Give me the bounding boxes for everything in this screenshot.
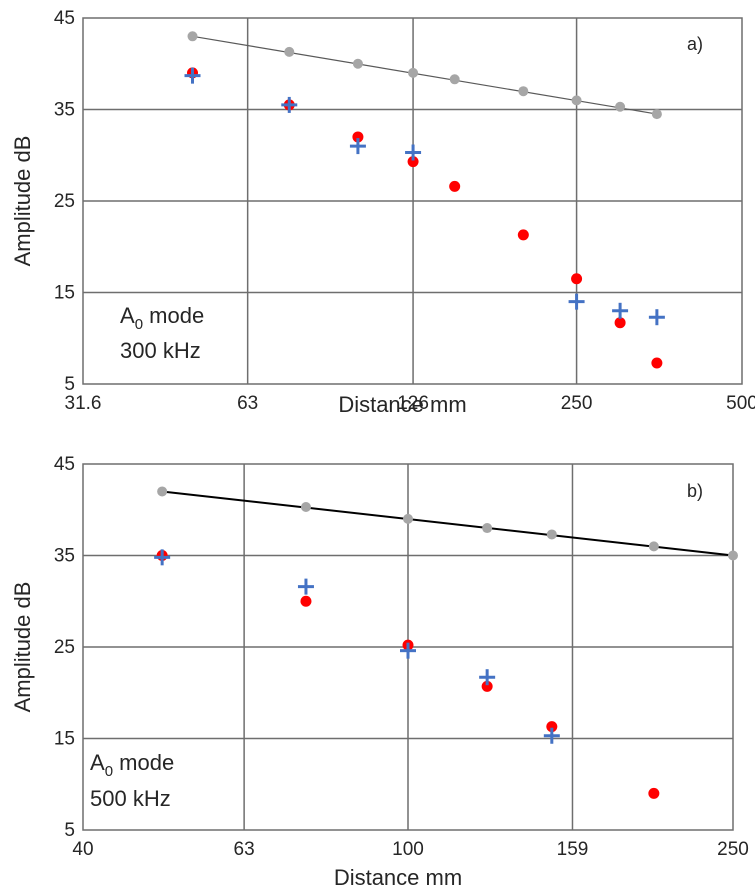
data-point-circle — [481, 680, 493, 692]
panel-label: a) — [687, 34, 703, 54]
data-point-plus — [400, 642, 416, 659]
plot-frame — [82, 463, 734, 831]
data-point-circle — [651, 109, 662, 120]
frequency-label: 300 kHz — [120, 338, 201, 363]
data-point-plus — [568, 293, 585, 310]
mode-subscript: 0 — [105, 763, 113, 780]
chart-panel-1: 31.6 63 126 250 500 5 15 25 35 45 Distance mm Ampli… — [10, 8, 755, 417]
data-point-circle — [648, 787, 660, 799]
data-point-circle — [728, 550, 738, 561]
data-point-circle — [449, 74, 460, 85]
data-point-plus — [543, 727, 560, 744]
y-tick-label: 35 — [54, 100, 75, 121]
data-point-circle — [614, 317, 626, 329]
mode-suffix: mode — [143, 303, 204, 328]
data-point-circle — [187, 31, 198, 42]
data-point-circle — [300, 595, 312, 607]
data-point-circle — [651, 357, 663, 369]
x-tick-label: 31.6 — [65, 393, 102, 414]
data-point-circle — [352, 131, 364, 143]
data-point-circle — [407, 156, 419, 168]
data-point-circle — [284, 46, 295, 57]
mode-letter: A — [120, 303, 135, 328]
x-tick-label: 63 — [234, 839, 255, 860]
mode-letter: A — [90, 750, 105, 775]
chart-panel-2: 40 63 100 159 250 5 15 25 35 45 Distance mm Amplitu… — [10, 454, 749, 890]
data-point-circle — [615, 101, 626, 112]
y-tick-label: 45 — [54, 8, 75, 29]
mode-label: A0 mode — [90, 750, 174, 780]
y-axis-label: Amplitude dB — [10, 136, 35, 267]
x-axis-label: Distance mm — [338, 392, 466, 417]
y-tick-label: 15 — [54, 729, 75, 750]
data-point-circle — [571, 95, 582, 106]
x-tick-label: 250 — [561, 393, 593, 414]
data-point-circle — [546, 529, 557, 540]
plot-frame — [82, 17, 743, 385]
y-tick-label: 45 — [54, 454, 75, 475]
data-point-plus — [349, 138, 366, 155]
data-point-circle — [449, 180, 461, 192]
data-point-plus — [184, 67, 201, 84]
data-point-plus — [281, 96, 298, 113]
x-tick-label: 63 — [237, 393, 258, 414]
frequency-label: 500 kHz — [90, 786, 171, 811]
x-tick-label: 250 — [717, 839, 749, 860]
x-tick-label: 159 — [557, 839, 589, 860]
data-point-plus — [405, 144, 422, 161]
y-tick-label: 5 — [64, 374, 75, 395]
x-tick-label: 40 — [72, 839, 93, 860]
x-axis-label: Distance mm — [334, 865, 462, 890]
data-point-plus — [612, 302, 629, 319]
trend-line — [192, 35, 657, 115]
data-point-circle — [571, 273, 583, 285]
data-point-circle — [403, 513, 413, 524]
data-point-circle — [518, 86, 529, 97]
y-tick-label: 25 — [54, 191, 75, 212]
mode-subscript: 0 — [135, 316, 143, 333]
data-point-circle — [300, 502, 311, 513]
y-tick-label: 35 — [54, 546, 75, 567]
y-tick-label: 5 — [64, 820, 75, 841]
data-point-plus — [648, 309, 665, 326]
data-point-circle — [546, 721, 558, 733]
x-tick-label: 126 — [397, 393, 429, 414]
mode-label: A0 mode — [120, 303, 204, 333]
data-point-circle — [482, 523, 493, 534]
data-point-plus — [479, 669, 496, 686]
data-point-circle — [408, 67, 419, 78]
y-tick-label: 25 — [54, 637, 75, 658]
data-point-circle — [648, 541, 659, 552]
data-point-plus — [154, 549, 171, 566]
x-tick-label: 100 — [392, 839, 424, 860]
x-tick-label: 500 — [726, 393, 755, 414]
data-point-circle — [157, 486, 168, 497]
data-point-circle — [352, 58, 363, 69]
trend-line — [162, 490, 734, 557]
y-tick-label: 15 — [54, 283, 75, 304]
mode-suffix: mode — [113, 750, 174, 775]
panel-label: b) — [687, 481, 703, 501]
y-axis-label: Amplitude dB — [10, 582, 35, 713]
data-point-circle — [517, 229, 529, 241]
data-point-plus — [297, 578, 314, 595]
